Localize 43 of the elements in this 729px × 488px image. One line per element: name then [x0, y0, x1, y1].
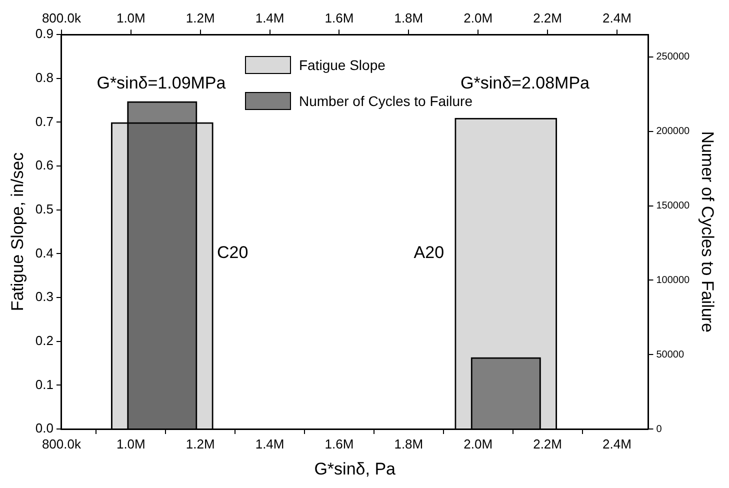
legend-label: Number of Cycles to Failure: [299, 93, 473, 109]
x-tick-label: 1.4M: [255, 436, 284, 452]
y2-tick-label: 250000: [656, 52, 690, 63]
y-tick-label: 0.1: [35, 376, 54, 392]
x2-tick-label: 1.0M: [116, 10, 146, 26]
y2-tick-label: 150000: [656, 200, 690, 212]
x-tick-label: 800.0k: [42, 436, 82, 452]
y-tick-label: 0.7: [35, 114, 54, 129]
legend-label: Fatigue Slope: [299, 57, 386, 73]
x-tick-label: 2.2M: [533, 436, 562, 452]
x-tick-label: 1.2M: [186, 436, 215, 452]
x2-tick-label: 1.8M: [394, 10, 424, 26]
y2-tick-label: 100000: [656, 274, 690, 286]
y-tick-label: 0.8: [35, 70, 54, 85]
y2-axis-title: Numer of Cycles to Failure: [698, 131, 718, 332]
y-tick-label: 0.6: [35, 158, 54, 173]
y-axis-title: Fatigue Slope, in/sec: [8, 152, 27, 312]
x2-tick-label: 800.0k: [42, 10, 82, 26]
x2-tick-label: 1.2M: [186, 10, 215, 26]
x-tick-label: 1.8M: [394, 436, 424, 452]
annotation: A20: [414, 243, 444, 262]
x-tick-label: 1.6M: [324, 436, 354, 452]
y-tick-label: 0.4: [35, 245, 54, 260]
annotation: G*sinδ=1.09MPa: [96, 74, 226, 93]
y-tick-label: 0.3: [35, 289, 54, 304]
x2-tick-label: 1.4M: [255, 10, 284, 26]
x-tick-label: 2.0M: [464, 436, 493, 452]
x2-tick-label: 2.0M: [464, 10, 493, 26]
y2-tick-label: 200000: [656, 126, 690, 138]
x-tick-label: 1.0M: [116, 436, 146, 452]
x-axis-title: G*sinδ, Pa: [314, 459, 396, 478]
x2-tick-label: 2.2M: [533, 10, 562, 26]
y2-tick-label: 50000: [656, 349, 684, 360]
y-tick-label: 0.5: [35, 201, 54, 216]
y2-tick-label: 0: [656, 424, 662, 435]
x2-tick-label: 2.4M: [602, 10, 632, 26]
y-tick-label: 0.9: [35, 26, 54, 42]
x2-tick-label: 1.6M: [324, 10, 354, 26]
x-tick-label: 2.4M: [602, 436, 632, 452]
annotation: G*sinδ=2.08MPa: [460, 74, 590, 93]
y-tick-label: 0.0: [35, 420, 54, 436]
annotation: C20: [216, 243, 248, 262]
y-tick-label: 0.2: [35, 332, 54, 348]
